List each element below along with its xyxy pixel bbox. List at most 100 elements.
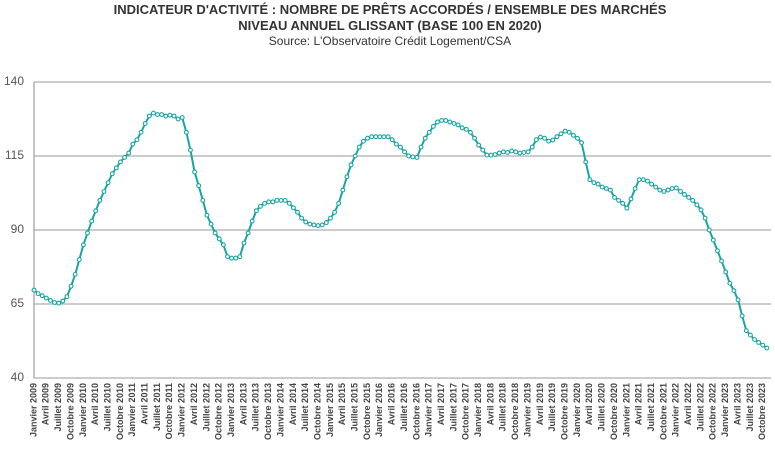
data-point — [348, 162, 354, 168]
data-point — [360, 138, 366, 144]
x-tick-label: Janvier 2018 — [473, 383, 483, 437]
x-tick-label: Janvier 2009 — [28, 383, 38, 437]
x-tick-label: Janvier 2016 — [374, 383, 384, 437]
data-point — [220, 242, 226, 248]
data-point — [229, 255, 235, 261]
data-point — [295, 209, 300, 215]
x-tick-label: Juillet 2012 — [201, 383, 211, 432]
data-point — [620, 200, 626, 206]
data-point — [188, 147, 193, 153]
data-point — [513, 149, 519, 155]
chart-source: Source: L'Observatoire Crédit Logement/C… — [269, 34, 511, 48]
x-tick-label: Juillet 2011 — [152, 383, 162, 431]
data-point — [204, 212, 210, 218]
data-point — [459, 125, 465, 131]
data-point — [690, 197, 696, 203]
x-tick-label: Juillet 2010 — [102, 383, 112, 432]
data-point — [93, 208, 99, 214]
x-tick-label: Janvier 2022 — [671, 383, 681, 437]
data-point — [43, 295, 49, 301]
data-point — [389, 137, 395, 143]
y-tick-label: 115 — [5, 148, 24, 162]
data-point — [31, 287, 37, 293]
data-point — [126, 150, 132, 156]
data-point — [616, 197, 622, 203]
data-point — [155, 112, 160, 118]
data-point — [266, 199, 272, 205]
data-point — [447, 119, 453, 125]
data-point — [48, 297, 53, 303]
data-point — [612, 194, 617, 200]
data-point — [270, 199, 276, 205]
data-point — [587, 177, 593, 183]
data-point — [369, 134, 375, 140]
data-point — [439, 118, 445, 123]
y-tick-label: 140 — [4, 74, 24, 88]
data-point — [258, 203, 263, 209]
x-tick-label: Janvier 2015 — [325, 383, 335, 437]
data-point — [451, 120, 457, 126]
data-point — [212, 230, 218, 236]
data-point — [373, 134, 379, 140]
data-point — [760, 342, 766, 348]
x-tick-label: Juillet 2020 — [597, 383, 607, 432]
x-tick-label: Janvier 2017 — [424, 383, 434, 437]
data-point — [241, 240, 247, 246]
x-tick-label: Avril 2012 — [189, 383, 199, 425]
x-tick-label: Avril 2023 — [732, 383, 742, 425]
data-point — [109, 171, 115, 177]
data-point — [673, 185, 679, 191]
data-point — [480, 147, 486, 153]
x-tick-label: Octobre 2009 — [65, 383, 75, 440]
data-point — [183, 129, 189, 135]
data-point — [179, 115, 185, 120]
x-tick-label: Janvier 2012 — [177, 383, 187, 437]
data-point — [35, 291, 41, 297]
x-tick-label: Janvier 2010 — [78, 383, 88, 437]
data-point — [591, 180, 597, 186]
data-point — [599, 184, 605, 190]
data-point — [196, 183, 202, 189]
x-tick-label: Juillet 2018 — [498, 383, 508, 432]
data-point — [657, 187, 663, 193]
data-point — [484, 152, 490, 158]
data-point — [192, 169, 198, 175]
x-tick-label: Octobre 2020 — [609, 383, 619, 440]
x-tick-label: Avril 2011 — [140, 383, 150, 425]
data-point — [558, 131, 564, 137]
data-point — [118, 159, 123, 165]
data-point — [64, 294, 70, 300]
x-tick-label: Octobre 2017 — [461, 383, 471, 440]
data-point — [743, 328, 749, 334]
y-tick-label: 65 — [11, 296, 25, 310]
data-point — [686, 194, 692, 200]
data-point — [60, 298, 66, 304]
x-tick-label: Avril 2017 — [436, 383, 446, 425]
x-tick-label: Janvier 2023 — [720, 383, 730, 437]
data-point — [97, 197, 103, 203]
data-point — [134, 137, 140, 143]
x-tick-label: Juillet 2016 — [399, 383, 409, 432]
data-point — [710, 237, 716, 243]
x-tick-label: Juillet 2023 — [745, 383, 755, 432]
x-tick-label: Octobre 2022 — [708, 383, 718, 440]
data-point — [76, 257, 82, 263]
x-tick-label: Octobre 2019 — [560, 383, 570, 440]
data-point — [332, 209, 338, 215]
data-point — [636, 177, 642, 183]
data-point — [208, 221, 214, 227]
data-point — [159, 112, 165, 118]
x-tick-label: Avril 2018 — [485, 383, 495, 425]
data-point — [649, 181, 655, 187]
x-tick-label: Janvier 2013 — [226, 383, 236, 437]
data-point — [307, 221, 313, 227]
data-point — [253, 208, 259, 214]
data-point — [665, 187, 671, 193]
data-point — [414, 155, 420, 160]
data-point — [299, 215, 305, 221]
data-point — [505, 149, 510, 155]
x-tick-label: Avril 2009 — [41, 383, 51, 425]
data-point — [430, 123, 436, 129]
data-point — [340, 187, 346, 193]
